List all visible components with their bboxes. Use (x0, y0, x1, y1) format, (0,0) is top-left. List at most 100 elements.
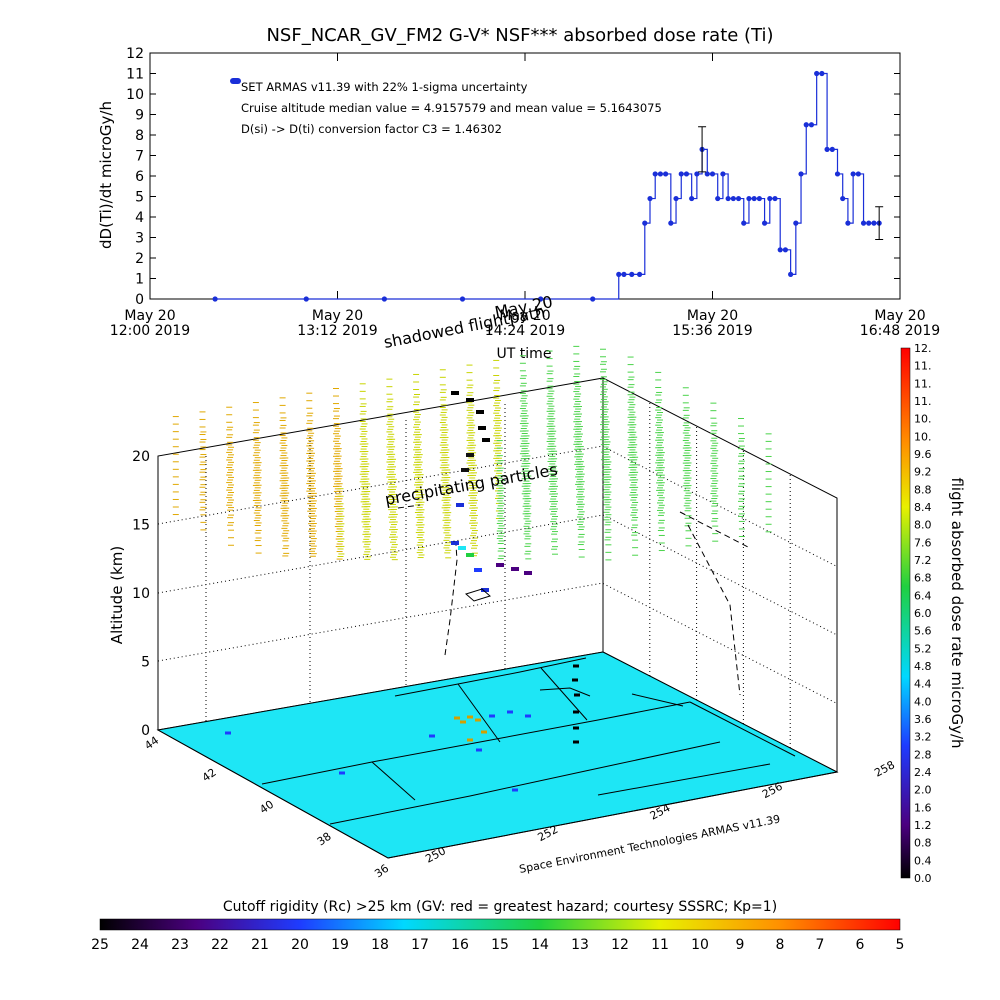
dose-colorbar-tick: 3.2 (914, 731, 932, 744)
top-x-tick-date: May 20 (124, 308, 175, 324)
ground-track-point (573, 710, 579, 714)
dose-rate-point (871, 220, 877, 226)
rigidity-colorbar-tick: 17 (411, 937, 429, 953)
dose-colorbar-tick: 11. (914, 395, 932, 408)
dose-rate-point (381, 296, 387, 302)
ground-track-point (525, 714, 531, 718)
dose-rate-point (850, 171, 856, 177)
dose-colorbar-tick: 7.6 (914, 536, 932, 549)
dose-colorbar-tick: 2.0 (914, 784, 932, 797)
ground-track-point (574, 693, 580, 697)
top-y-tick-label: 9 (135, 108, 144, 124)
ground-track-point (573, 726, 579, 730)
dose-colorbar-tick: 10. (914, 430, 932, 443)
dose-rate-point (629, 271, 635, 277)
dose-rate-point (793, 220, 799, 226)
ground-track-point (476, 748, 482, 752)
rigidity-colorbar-tick: 12 (611, 937, 629, 953)
3d-wall-grid (602, 402, 838, 748)
dose-rate-point (788, 271, 794, 277)
ground-track-point (572, 678, 578, 682)
dose-rate-point (694, 171, 700, 177)
rigidity-colorbar-tick: 8 (776, 937, 785, 953)
dose-rate-point (663, 171, 669, 177)
ground-track-point (454, 716, 460, 720)
ground-track-point (507, 710, 513, 714)
flight-3d-point (451, 391, 459, 395)
dose-rate-point (657, 171, 664, 177)
dose-rate-point (746, 195, 752, 202)
chart-title: NSF_NCAR_GV_FM2 G-V* NSF*** absorbed dos… (266, 25, 773, 46)
ground-map-lines (157, 657, 838, 859)
dose-rate-point (756, 195, 762, 202)
dose-rate-point (735, 195, 742, 202)
rigidity-colorbar-tick: 10 (691, 937, 709, 953)
ground-track-point (460, 720, 466, 724)
dose-colorbar-tick: 11. (914, 377, 932, 390)
ground-track-point (467, 715, 473, 719)
top-x-tick-date: May 20 (499, 308, 550, 324)
rigidity-colorbar (99, 918, 901, 931)
legend-marker (230, 78, 241, 84)
top-y-tick-label: 8 (135, 128, 144, 144)
rigidity-colorbar-tick: 5 (896, 937, 905, 953)
ground-track-point (489, 714, 495, 718)
dose-colorbar-tick: 1.2 (914, 819, 932, 832)
dose-rate-point (720, 171, 726, 177)
top-y-axis-label: dD(Ti)/dt microGy/h (97, 101, 115, 249)
dose-rate-point (829, 146, 835, 152)
dose-rate-point (767, 195, 773, 202)
dose-rate-point (704, 171, 710, 177)
dose-rate-point (678, 171, 684, 177)
latitude-tick-label: 40 (257, 798, 276, 817)
dose-rate-point (303, 296, 309, 302)
annotation-conversion-factor: D(si) -> D(ti) conversion factor C3 = 1.… (241, 122, 502, 136)
dose-rate-series (212, 70, 884, 302)
dose-rate-point (636, 271, 643, 277)
dose-rate-point (459, 296, 466, 302)
dose-rate-point (741, 220, 747, 226)
dose-rate-point (860, 220, 867, 226)
error-bar (875, 206, 884, 241)
dose-rate-point (715, 195, 721, 202)
top-x-tick-time: 15:36 2019 (672, 323, 752, 339)
dose-colorbar-tick: 4.4 (914, 678, 932, 691)
top-y-tick-label: 6 (135, 169, 144, 185)
dose-colorbar-tick: 8.8 (914, 483, 932, 496)
rigidity-colorbar-tick: 14 (531, 937, 549, 953)
dose-colorbar-label: flight absorbed dose rate microGy/h (948, 477, 966, 748)
dose-colorbar-tick: 7.2 (914, 554, 932, 567)
ground-flight-track (225, 664, 580, 792)
dose-rate-point (652, 171, 658, 177)
top-y-tick-label: 10 (126, 87, 144, 103)
ground-track-point (481, 730, 487, 734)
rigidity-colorbar-tick: 19 (331, 937, 349, 953)
ground-track-point (429, 734, 435, 738)
dose-rate-point (866, 220, 872, 226)
top-x-tick-date: May 20 (874, 308, 925, 324)
dose-colorbar-tick: 5.2 (914, 642, 932, 655)
rigidity-colorbar-label: Cutoff rigidity (Rc) >25 km (GV: red = g… (223, 899, 777, 915)
dose-colorbar-tick: 8.4 (914, 501, 932, 514)
altitude-ticks: 0 5 10 15 20 (132, 449, 150, 739)
rigidity-colorbar-tick: 11 (651, 937, 669, 953)
dose-rate-point (212, 296, 218, 302)
top-y-tick-label: 3 (135, 231, 144, 247)
flight-3d-point (461, 468, 469, 472)
rigidity-colorbar-tick: 21 (251, 937, 269, 953)
altitude-axis-label: Altitude (km) (108, 546, 126, 644)
altitude-tick-label: 5 (141, 655, 150, 671)
ground-track-point (512, 788, 518, 792)
top-y-tick-label: 1 (135, 272, 144, 288)
dose-rate-point (709, 171, 716, 177)
flight-3d-point (524, 571, 532, 575)
dose-colorbar-tick: 4.8 (914, 660, 932, 673)
annotation-precipitating-particles: precipitating particles (383, 460, 559, 509)
dose-colorbar-tick: 6.0 (914, 607, 932, 620)
top-y-tick-label: 12 (126, 46, 144, 62)
ground-track-point (467, 738, 473, 742)
dose-rate-point (798, 171, 804, 177)
dose-colorbar-tick: 2.4 (914, 766, 932, 779)
flight-3d-point (478, 426, 486, 430)
top-x-tick-date: May 20 (687, 308, 738, 324)
